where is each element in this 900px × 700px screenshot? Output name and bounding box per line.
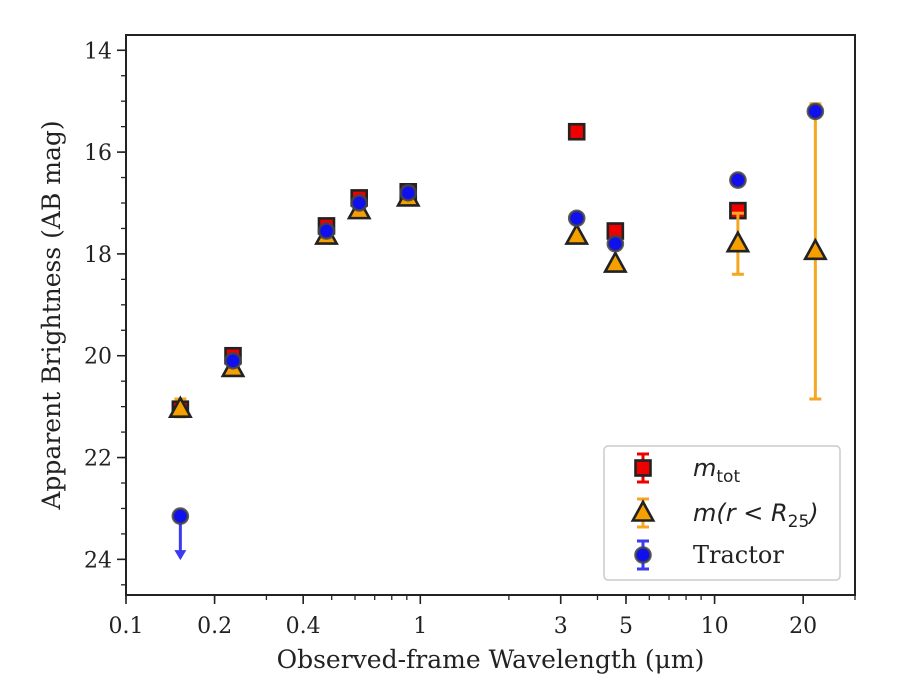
- x-tick-label: 5: [619, 614, 633, 639]
- data-point: [317, 222, 336, 240]
- y-tick-label: 24: [84, 548, 112, 573]
- legend-label: m(r < R25): [693, 499, 819, 532]
- data-point: [606, 234, 625, 253]
- data-point: [602, 250, 628, 273]
- data-point: [729, 171, 747, 189]
- series-square: [171, 122, 747, 418]
- y-tick-label: 20: [84, 345, 112, 370]
- plot-frame: [125, 34, 856, 596]
- upper-limit-arrow: [174, 550, 187, 561]
- legend-box: [603, 445, 841, 581]
- legend-label: Tractor: [693, 541, 784, 569]
- legend-marker: [634, 459, 652, 477]
- axis-ticks: 0.1 0.2 0.4 1 3 5 10 20 14 16 18 20 22 24: [84, 39, 856, 639]
- y-tick-label: 14: [84, 39, 112, 64]
- x-tick-label: 0.1: [109, 614, 144, 639]
- legend-marker: [634, 546, 652, 564]
- y-tick-label: 22: [84, 447, 112, 472]
- data-point: [350, 194, 368, 212]
- data-marks: [167, 102, 828, 561]
- x-tick-label: 3: [554, 614, 568, 639]
- data-point: [167, 395, 193, 418]
- data-point: [802, 237, 828, 261]
- y-tick-label: 16: [84, 141, 112, 166]
- series-triangle: [167, 102, 828, 419]
- x-tick-label: 10: [701, 614, 729, 639]
- x-tick-label: 1: [413, 614, 427, 639]
- x-tick-label: 0.4: [286, 614, 321, 639]
- data-point: [806, 102, 825, 121]
- y-axis-title: Apparent Brightness (AB mag): [37, 120, 66, 510]
- data-point: [567, 122, 586, 141]
- data-point: [567, 209, 586, 228]
- legend-marker: [630, 499, 656, 522]
- legend-label: mtot: [693, 454, 740, 487]
- y-tick-label: 18: [84, 243, 112, 268]
- x-tick-label: 0.2: [197, 614, 232, 639]
- data-point: [564, 222, 590, 245]
- legend: mtot m(r < R25) Tractor: [603, 445, 841, 581]
- data-point: [725, 229, 751, 253]
- data-point: [399, 184, 418, 202]
- x-axis-title: Observed-frame Wavelength (μm): [277, 645, 705, 674]
- data-point: [224, 352, 242, 370]
- data-point: [171, 507, 190, 525]
- x-tick-label: 20: [789, 614, 817, 639]
- series-circle: [171, 102, 825, 561]
